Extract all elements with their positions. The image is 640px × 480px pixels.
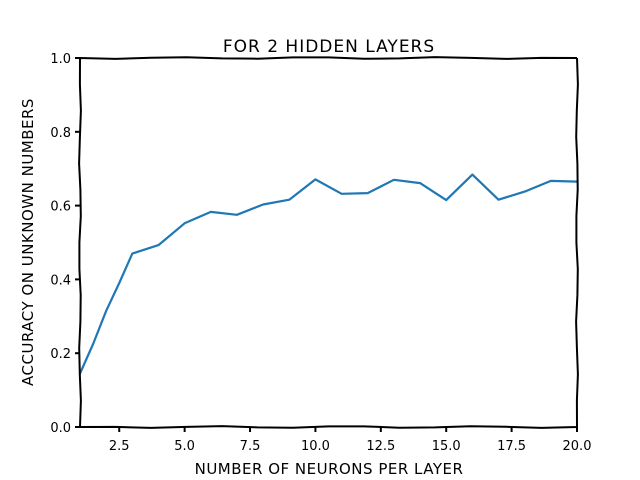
y-axis-label: ACCURACY ON UNKNOWN NUMBERS	[19, 98, 37, 386]
tick-labels: 2.5 5.0 7.5 10.0 12.5 15.0 17.5 20.0 0.0 0.2 0.4 0.…	[50, 52, 591, 454]
x-tick-label: 7.5	[240, 439, 261, 454]
x-tick-label: 12.5	[366, 439, 395, 454]
plot-frame	[78, 56, 579, 429]
y-tick-label: 0.6	[50, 200, 71, 215]
x-tick-label: 17.5	[497, 439, 526, 454]
x-tick-label: 2.5	[109, 439, 130, 454]
x-tick-label: 15.0	[432, 439, 461, 454]
x-tick-label: 5.0	[174, 439, 195, 454]
y-tick-label: 0.8	[50, 126, 71, 141]
y-tick-label: 1.0	[50, 52, 71, 67]
series-line	[78, 173, 579, 375]
chart-title: FOR 2 HIDDEN LAYERS	[223, 37, 435, 57]
ticks	[75, 57, 578, 432]
x-axis-label: NUMBER OF NEURONS PER LAYER	[195, 460, 464, 478]
y-tick-label: 0.4	[50, 273, 71, 288]
x-tick-label: 20.0	[563, 439, 592, 454]
y-tick-label: 0.0	[50, 421, 71, 436]
x-tick-label: 10.0	[301, 439, 330, 454]
y-tick-label: 0.2	[50, 347, 71, 362]
